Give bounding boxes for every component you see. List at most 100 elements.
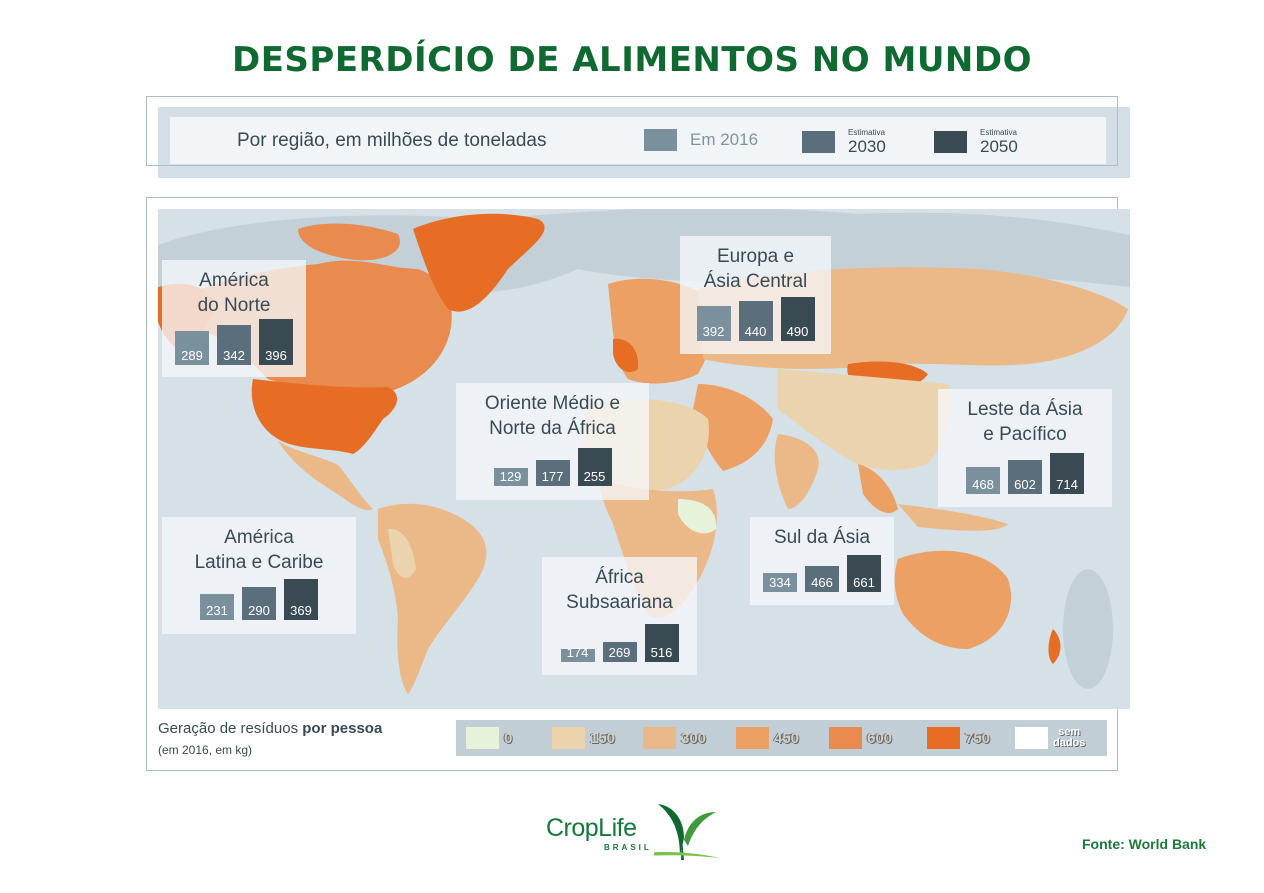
bar-2030: 602	[1008, 460, 1042, 494]
scale-swatch	[829, 727, 862, 749]
region-name: América do Norte	[162, 260, 306, 318]
region-name-line2: Ásia Central	[703, 271, 808, 292]
region-name-line2: Subsaariana	[566, 592, 673, 613]
map-legend-title-normal: Geração de resíduos	[158, 720, 303, 737]
legend-label-2016: Em 2016	[690, 130, 759, 149]
scale-item-750: 750	[927, 727, 990, 749]
region-name-line1: América	[199, 270, 269, 291]
region-panel-middle-east-north-africa: Oriente Médio e Norte da África 129 177 …	[456, 383, 649, 500]
bar-2050: 396	[259, 319, 293, 365]
bar-2016: 468	[966, 467, 1000, 494]
region-name-line1: Europa e	[716, 246, 795, 267]
scale-swatch	[736, 727, 769, 749]
scale-label: 150	[590, 729, 616, 747]
bar-2016: 334	[763, 573, 797, 592]
legend-swatch-2030	[802, 131, 835, 153]
bar-2050: 255	[577, 448, 612, 486]
scale-label: 750	[965, 729, 991, 747]
legend-item-2050: Estimativa 2050	[934, 129, 1018, 155]
bar-2030: 466	[805, 566, 839, 592]
region-bars: 392 440 490	[680, 297, 831, 341]
region-panel-north-america: América do Norte 289 342 396	[162, 260, 306, 377]
scale-item-600: 600	[829, 727, 892, 749]
region-bars: 129 177 255	[456, 448, 649, 486]
bar-2030: 342	[217, 325, 251, 365]
scale-label: 450	[774, 729, 800, 747]
region-bars: 334 466 661	[750, 555, 894, 592]
logo-name: CropLife	[546, 814, 637, 842]
legend-swatch-2016	[644, 129, 677, 151]
scale-swatch	[552, 727, 585, 749]
bar-2050: 369	[284, 579, 318, 620]
scale-label: 600	[867, 729, 893, 747]
map-legend-title: Geração de resíduos por pessoa	[158, 720, 382, 737]
bar-2030: 269	[602, 642, 637, 662]
legend-top-label: Por região, em milhões de toneladas	[237, 130, 547, 151]
legend-item-2030: Estimativa 2030	[802, 129, 886, 155]
legend-sublabel-2050: Estimativa	[980, 128, 1017, 137]
region-name-line2: do Norte	[197, 295, 271, 316]
bar-2050: 516	[644, 624, 679, 662]
map-color-scale: 0 150 300 450 600 750 sem dados	[456, 720, 1107, 756]
legend-label-2030: 2030	[848, 137, 886, 156]
region-name-line2: Norte da África	[489, 418, 616, 439]
bar-2016: 289	[175, 331, 209, 365]
scale-label: 300	[681, 729, 707, 747]
bar-2030: 177	[535, 460, 570, 486]
region-panel-south-asia: Sul da Ásia 334 466 661	[750, 517, 894, 605]
region-name-line1: Leste da Ásia	[967, 399, 1083, 420]
page-title: DESPERDÍCIO DE ALIMENTOS NO MUNDO	[231, 40, 1033, 80]
region-panel-europe-central-asia: Europa e Ásia Central 392 440 490	[680, 236, 831, 354]
scale-item-300: 300	[643, 727, 706, 749]
scale-item-150: 150	[552, 727, 615, 749]
legend-swatch-2050	[934, 131, 967, 153]
region-name-line2: Latina e Caribe	[194, 552, 324, 573]
region-name: Oriente Médio e Norte da África	[456, 383, 649, 441]
region-name-line2: e Pacífico	[983, 424, 1067, 445]
region-name: Europa e Ásia Central	[680, 236, 831, 294]
region-name-line1: Oriente Médio e	[484, 393, 621, 414]
region-panel-sub-saharan-africa: África Subsaariana 174 269 516	[542, 557, 697, 675]
region-bars: 289 342 396	[162, 319, 306, 365]
region-bars: 468 602 714	[938, 453, 1112, 494]
region-name: Leste da Ásia e Pacífico	[938, 389, 1112, 447]
bar-2016: 231	[200, 594, 234, 620]
scale-swatch	[643, 727, 676, 749]
scale-label: sem dados	[1053, 727, 1085, 749]
bar-2016: 129	[493, 468, 528, 486]
bar-2016: 392	[696, 306, 731, 341]
region-name: África Subsaariana	[542, 557, 697, 615]
legend-top: Por região, em milhões de toneladas Em 2…	[170, 117, 1106, 164]
bar-2030: 440	[738, 301, 773, 341]
scale-swatch	[466, 727, 499, 749]
scale-swatch	[1015, 727, 1048, 749]
map-legend-subtitle: (em 2016, em kg)	[158, 743, 253, 757]
scale-item-450: 450	[736, 727, 799, 749]
legend-sublabel-2030: Estimativa	[848, 128, 885, 137]
sprout-icon	[654, 804, 720, 860]
bar-2050: 490	[780, 297, 815, 341]
source-note: Fonte: World Bank	[1082, 836, 1207, 852]
bar-2016: 174	[560, 645, 595, 662]
scale-label: 0	[504, 729, 513, 747]
region-panel-latin-america-caribbean: América Latina e Caribe 231 290 369	[162, 517, 356, 634]
region-name: Sul da Ásia	[750, 517, 894, 550]
region-name-line1: África	[595, 567, 644, 588]
scale-label-line1: sem	[1058, 726, 1081, 738]
logo-sub: BRASIL	[604, 843, 652, 852]
scale-item-0: 0	[466, 727, 512, 749]
legend-item-2016: Em 2016	[644, 129, 758, 151]
legend-top-outline	[146, 96, 1118, 166]
region-bars: 174 269 516	[542, 624, 697, 662]
croplife-logo: CropLife BRASIL	[546, 798, 726, 864]
bar-2050: 714	[1050, 453, 1084, 494]
region-name-line1: América	[224, 527, 294, 548]
map-legend-title-bold: por pessoa	[302, 720, 383, 737]
region-panel-east-asia-pacific: Leste da Ásia e Pacífico 468 602 714	[938, 389, 1112, 507]
scale-item-no-data: sem dados	[1015, 727, 1085, 749]
legend-label-2050: 2050	[980, 137, 1018, 156]
region-bars: 231 290 369	[162, 579, 356, 620]
region-name: América Latina e Caribe	[162, 517, 356, 575]
bar-2030: 290	[242, 587, 276, 620]
scale-swatch	[927, 727, 960, 749]
